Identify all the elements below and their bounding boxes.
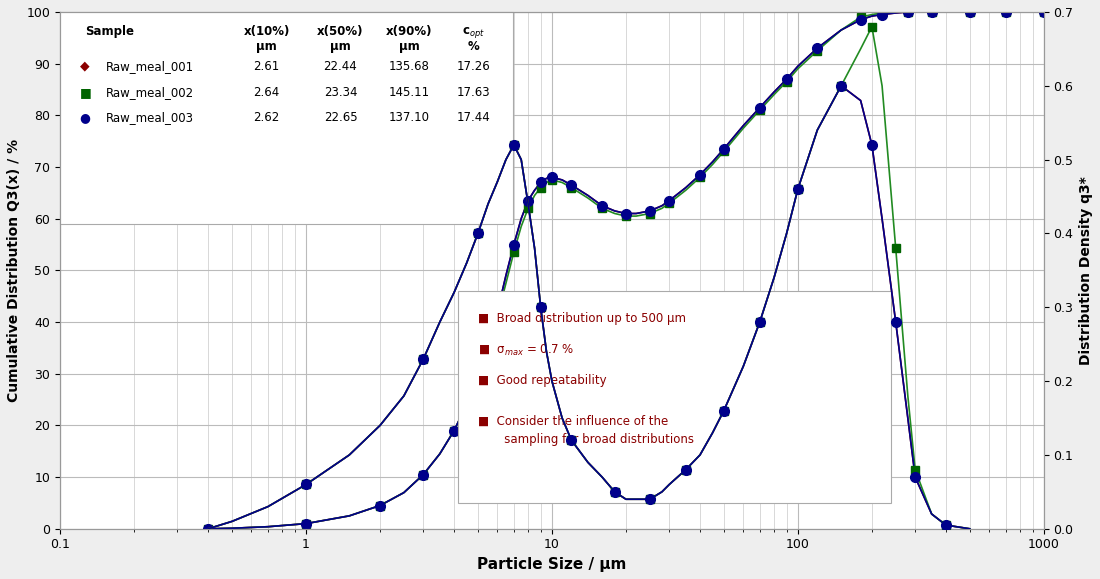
Text: 145.11: 145.11	[388, 86, 430, 98]
FancyBboxPatch shape	[459, 291, 891, 503]
Text: ■  Consider the influence of the
       sampling for broad distributions: ■ Consider the influence of the sampling…	[478, 415, 694, 446]
Text: 2.62: 2.62	[253, 111, 279, 124]
Text: 17.26: 17.26	[456, 60, 491, 73]
Text: 17.44: 17.44	[456, 111, 491, 124]
Text: %: %	[468, 41, 480, 53]
Text: 22.44: 22.44	[323, 60, 358, 73]
Text: ■: ■	[80, 86, 91, 98]
Text: Raw_meal_002: Raw_meal_002	[107, 86, 195, 98]
Text: μm: μm	[330, 41, 351, 53]
Text: 17.63: 17.63	[456, 86, 491, 98]
Text: μm: μm	[399, 41, 420, 53]
FancyBboxPatch shape	[60, 12, 513, 224]
Y-axis label: Cumulative Distribution Q3(x) / %: Cumulative Distribution Q3(x) / %	[7, 139, 21, 402]
Text: x(50%): x(50%)	[317, 25, 364, 38]
Text: Raw_meal_001: Raw_meal_001	[107, 60, 195, 73]
Text: x(90%): x(90%)	[386, 25, 432, 38]
Text: c$_{opt}$: c$_{opt}$	[462, 25, 485, 40]
Text: Sample: Sample	[85, 25, 134, 38]
Text: 2.61: 2.61	[253, 60, 279, 73]
Y-axis label: Distribution Density q3*: Distribution Density q3*	[1079, 176, 1093, 365]
Text: 135.68: 135.68	[389, 60, 430, 73]
Text: ●: ●	[80, 111, 90, 124]
Text: Raw_meal_003: Raw_meal_003	[107, 111, 195, 124]
Text: 23.34: 23.34	[323, 86, 358, 98]
Text: ■  Broad distribution up to 500 μm: ■ Broad distribution up to 500 μm	[478, 312, 686, 325]
X-axis label: Particle Size / μm: Particle Size / μm	[477, 557, 627, 572]
Text: 137.10: 137.10	[388, 111, 430, 124]
Text: x(10%): x(10%)	[243, 25, 290, 38]
Text: ■  σ$_{max}$ = 0.7 %: ■ σ$_{max}$ = 0.7 %	[478, 343, 574, 358]
Text: ◆: ◆	[80, 60, 89, 73]
Text: 22.65: 22.65	[323, 111, 358, 124]
Text: 2.64: 2.64	[253, 86, 279, 98]
Text: μm: μm	[256, 41, 277, 53]
Text: ■  Good repeatability: ■ Good repeatability	[478, 373, 607, 387]
